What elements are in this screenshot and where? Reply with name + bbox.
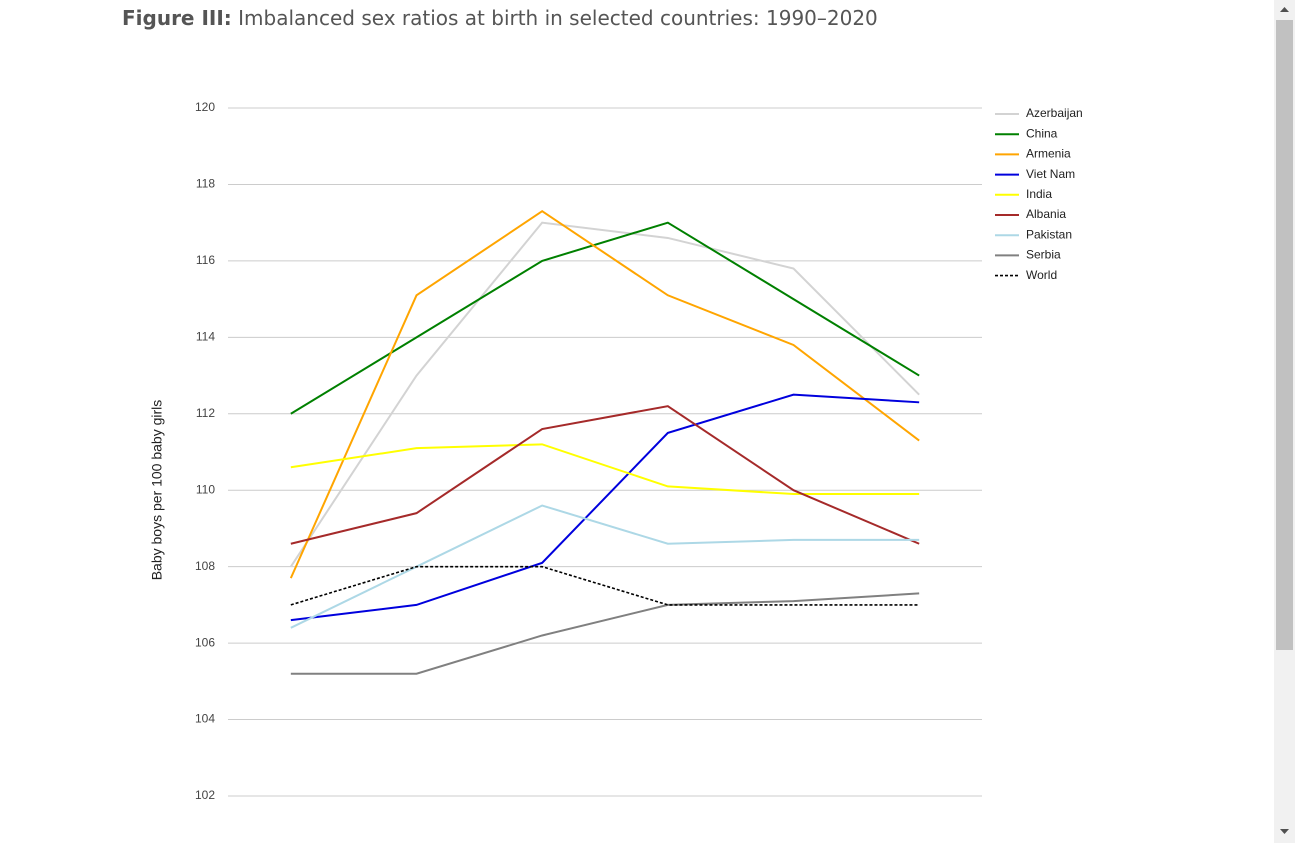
legend-label: China xyxy=(1026,126,1058,140)
y-tick-label: 120 xyxy=(195,100,215,114)
series-line xyxy=(290,504,920,629)
y-tick-label: 110 xyxy=(196,482,215,496)
y-tick-label: 114 xyxy=(196,330,215,344)
scrollbar-thumb[interactable] xyxy=(1276,20,1293,650)
title-text: Imbalanced sex ratios at birth in select… xyxy=(238,6,878,30)
y-tick-label: 116 xyxy=(196,253,215,267)
title-label: Figure III: xyxy=(122,6,232,30)
series-line xyxy=(290,405,920,545)
y-tick-label: 104 xyxy=(195,712,215,726)
series-line xyxy=(290,221,920,415)
series-line xyxy=(290,565,920,606)
y-tick-label: 106 xyxy=(195,635,215,649)
series-line xyxy=(289,221,920,568)
scroll-down-arrow[interactable] xyxy=(1280,829,1289,834)
chart-title: Figure III: Imbalanced sex ratios at bir… xyxy=(122,6,878,30)
scrollbar[interactable] xyxy=(1274,0,1295,843)
y-tick-label: 108 xyxy=(195,559,215,573)
scroll-up-arrow[interactable] xyxy=(1280,7,1289,12)
legend-label: Serbia xyxy=(1026,248,1061,262)
y-tick-label: 118 xyxy=(196,177,215,191)
legend-label: Azerbaijan xyxy=(1026,106,1083,120)
series-line xyxy=(290,393,920,622)
series-line xyxy=(290,443,920,496)
legend-label: Viet Nam xyxy=(1026,167,1075,181)
y-axis-label: Baby boys per 100 baby girls xyxy=(149,400,165,581)
legend-label: Pakistan xyxy=(1026,227,1072,241)
series-line xyxy=(289,209,920,579)
legend-label: India xyxy=(1026,187,1052,201)
legend-label: Albania xyxy=(1026,207,1066,221)
series-line xyxy=(290,592,920,675)
y-tick-label: 102 xyxy=(195,788,215,802)
y-tick-label: 112 xyxy=(196,406,215,420)
legend-label: World xyxy=(1026,268,1057,282)
legend-label: Armenia xyxy=(1026,147,1071,161)
